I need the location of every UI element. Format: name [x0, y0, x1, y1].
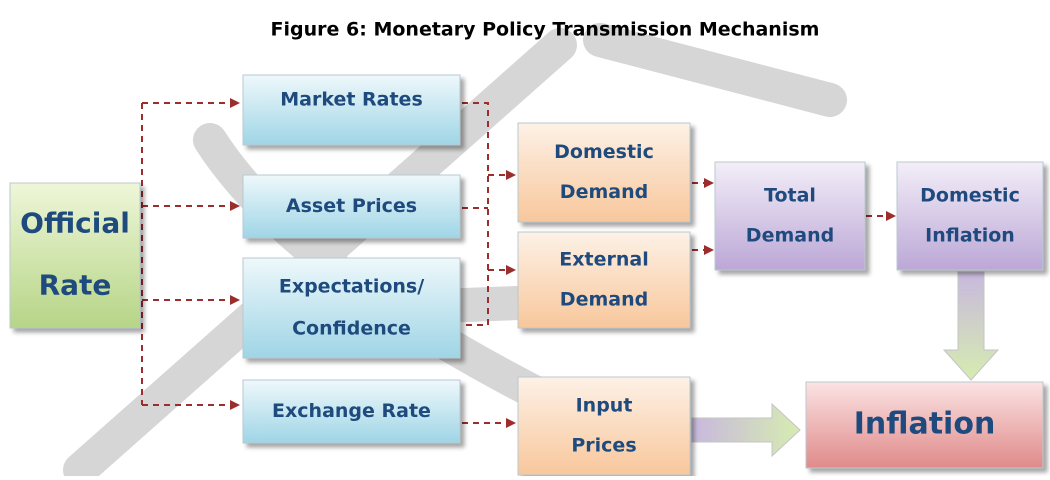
node-box — [896, 161, 1044, 271]
node: Domestic Demand — [517, 122, 691, 223]
block-arrow — [691, 402, 801, 458]
node-label: Rate — [39, 269, 112, 302]
node-box — [242, 379, 461, 444]
node-label: Inflation — [854, 407, 996, 442]
connector — [462, 102, 489, 326]
connectors — [141, 98, 1000, 458]
node-label: Demand — [746, 225, 834, 247]
node: External Demand — [517, 231, 691, 329]
node-box — [242, 174, 461, 239]
title: Figure 6: Monetary Policy Transmission M… — [271, 19, 820, 41]
node: Inflation — [805, 381, 1044, 469]
node: Market Rates — [242, 74, 461, 146]
node-box — [9, 182, 141, 329]
node: Expectations/Confidence — [242, 257, 461, 359]
watermark-stroke — [583, 23, 847, 117]
node: Input Prices — [517, 376, 691, 476]
boxes: Official Rate Market Rates Asset Prices Expe… — [9, 74, 1044, 476]
node-box — [242, 74, 461, 146]
node-label: Demand — [560, 289, 648, 311]
node-box — [242, 257, 461, 359]
node: Exchange Rate — [242, 379, 461, 444]
node-label: Asset Prices — [286, 195, 417, 217]
node-label: Inflation — [925, 225, 1015, 247]
node-box — [517, 122, 691, 223]
block-arrow — [942, 271, 1000, 381]
node-box — [805, 381, 1044, 469]
node-box — [517, 376, 691, 476]
node-box — [517, 231, 691, 329]
node: Asset Prices — [242, 174, 461, 239]
node: Domestic Inflation — [896, 161, 1044, 271]
node: Total Demand — [714, 161, 866, 271]
node-label: Exchange Rate — [272, 400, 431, 422]
node-label: Domestic — [920, 185, 1020, 207]
node-label: Domestic — [554, 141, 654, 163]
node-label: External — [559, 249, 648, 271]
node-label: Prices — [571, 435, 636, 457]
node-label: Input — [576, 395, 633, 417]
node: Official Rate — [9, 182, 141, 329]
node-label: Market Rates — [280, 89, 423, 111]
node-label: Expectations/ — [279, 276, 424, 298]
node-label: Demand — [560, 181, 648, 203]
node-label: Official — [20, 207, 130, 240]
node-label: Confidence — [292, 318, 411, 340]
node-label: Total — [764, 185, 816, 207]
node-box — [714, 161, 866, 271]
